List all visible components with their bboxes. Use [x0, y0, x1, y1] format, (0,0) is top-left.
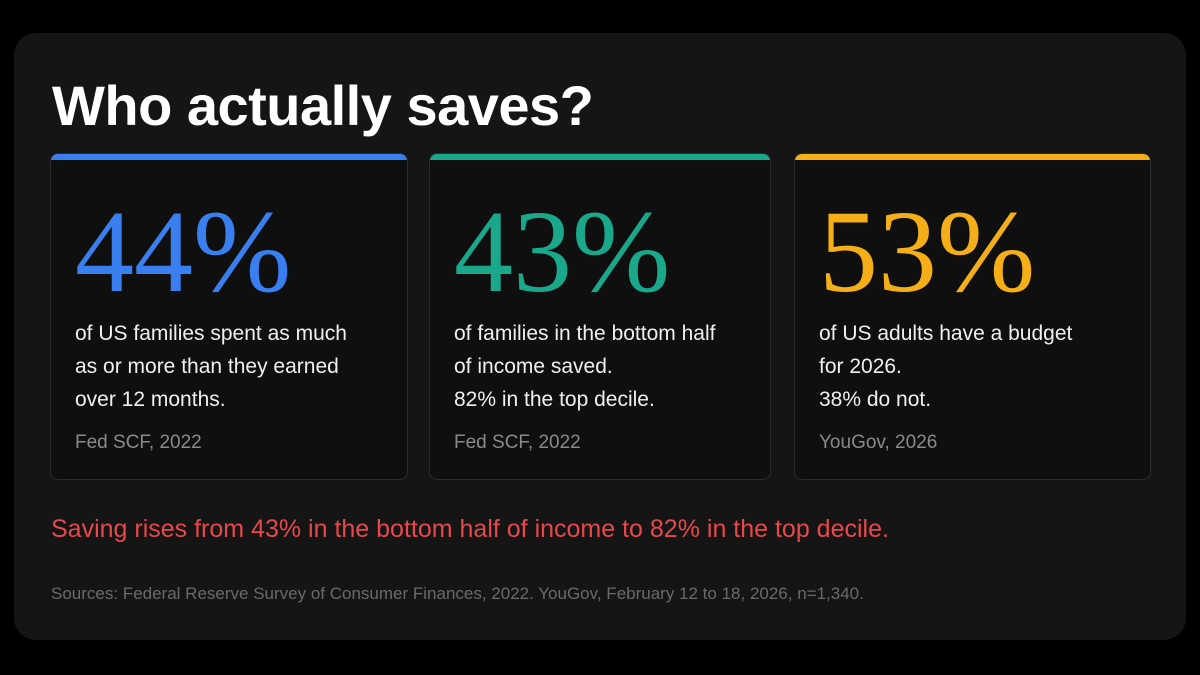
source: Fed SCF, 2022 [75, 432, 202, 453]
stat: 53% [819, 186, 1036, 317]
card: 44% of US families spent as much as or mor… [50, 153, 408, 480]
description-line: of income saved. [454, 355, 613, 378]
description-line: 82% in the top decile. [454, 388, 655, 411]
description-line: of families in the bottom half [454, 322, 716, 345]
description: of US families spent as much as or more t… [75, 317, 347, 416]
title: Who actually saves? [52, 74, 594, 137]
description-line: of US adults have a budget [819, 322, 1073, 345]
description-line: over 12 months. [75, 388, 226, 411]
highlight: Saving rises from 43% in the bottom half… [51, 515, 889, 543]
description: of families in the bottom half of income … [454, 317, 715, 416]
source: YouGov, 2026 [819, 432, 938, 453]
stat: 43% [454, 186, 671, 317]
panel: Who actually saves? 44% of US families sp… [14, 33, 1186, 640]
card-accent [795, 154, 1150, 160]
description-line: 38% do not. [819, 388, 932, 411]
card-accent [51, 154, 407, 160]
description-line: of US families spent as much [75, 322, 347, 345]
card-accent [430, 154, 770, 160]
description-line: as or more than they earned [75, 355, 339, 378]
stat: 44% [75, 186, 292, 317]
card: 53% of US adults have a budget for 2026. 38… [794, 153, 1151, 480]
description-line: for 2026. [819, 355, 902, 378]
source: Fed SCF, 2022 [454, 432, 581, 453]
card: 43% of families in the bottom half of inco… [429, 153, 771, 480]
description: of US adults have a budget for 2026. 38% d… [819, 317, 1072, 416]
footnote: Sources: Federal Reserve Survey of Consu… [51, 584, 864, 603]
